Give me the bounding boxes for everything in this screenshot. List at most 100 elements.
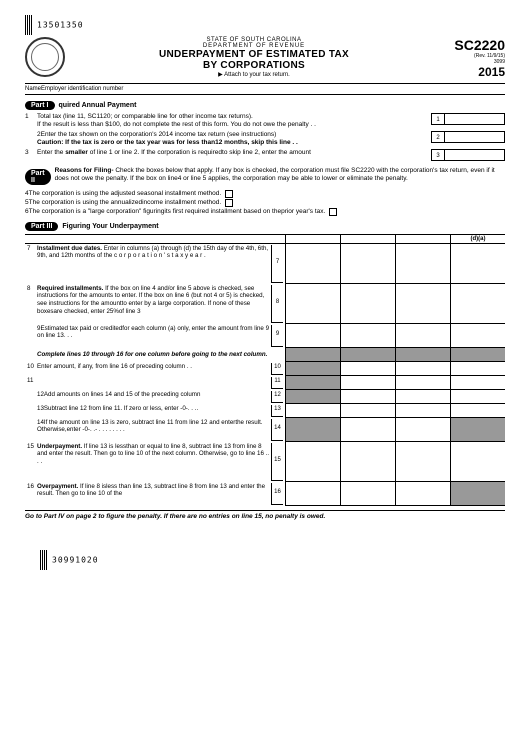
cell-10b[interactable] xyxy=(340,362,395,376)
line-3-num: 3 xyxy=(25,149,37,157)
cell-12a xyxy=(285,390,340,404)
cell-13b[interactable] xyxy=(340,404,395,418)
cell-7b[interactable] xyxy=(340,244,395,284)
cell-10a xyxy=(285,362,340,376)
row-7-box: 7 xyxy=(271,245,283,283)
part2-title: Reasons for Filing- xyxy=(55,167,114,174)
row-9-text: 9Estimated tax paid or creditedfor each … xyxy=(37,325,271,347)
line-1-field[interactable] xyxy=(445,113,505,125)
cell-8c[interactable] xyxy=(395,284,450,324)
cell-12d[interactable] xyxy=(450,390,505,404)
row-12-text: 12Add amounts on lines 14 and 15 of the … xyxy=(37,391,271,403)
row-15-num: 15 xyxy=(27,443,37,481)
cell-9b[interactable] xyxy=(340,324,395,348)
line-2-box: 2 xyxy=(431,131,445,143)
line-2-text: 2Enter the tax shown on the corporation'… xyxy=(37,131,276,138)
part1-title: quired Annual Payment xyxy=(59,102,137,109)
cell-16c[interactable] xyxy=(395,482,450,506)
attach-note: ▶ Attach to your tax return. xyxy=(73,71,435,78)
cell-15a[interactable] xyxy=(285,442,340,482)
name-ein-label: NameEmployer identification number xyxy=(25,86,123,92)
cell-11c[interactable] xyxy=(395,376,450,390)
cell-7a[interactable] xyxy=(285,244,340,284)
cell-14a xyxy=(285,418,340,442)
col-b xyxy=(340,235,395,243)
form-code: SC2220 xyxy=(435,37,505,53)
cell-7d[interactable] xyxy=(450,244,505,284)
line-1-text-a: Total tax (line 11, SC1120; or comparabl… xyxy=(37,113,253,120)
cell-12b[interactable] xyxy=(340,390,395,404)
row-14-box: 14 xyxy=(271,419,283,441)
cell-8b[interactable] xyxy=(340,284,395,324)
cell-10c[interactable] xyxy=(395,362,450,376)
cell-12c[interactable] xyxy=(395,390,450,404)
row-10-num: 10 xyxy=(27,363,37,375)
cell-15d[interactable] xyxy=(450,442,505,482)
cell-16a[interactable] xyxy=(285,482,340,506)
cell-15c[interactable] xyxy=(395,442,450,482)
row-12-box: 12 xyxy=(271,391,283,403)
checkbox-4[interactable] xyxy=(225,190,233,198)
cell-16d xyxy=(450,482,505,506)
cell-9a[interactable] xyxy=(285,324,340,348)
cell-9d[interactable] xyxy=(450,324,505,348)
col-a xyxy=(285,235,340,243)
line-5-text: 5The corporation is using the annualized… xyxy=(25,199,221,206)
row-8-num: 8 xyxy=(27,285,37,323)
checkbox-6[interactable] xyxy=(329,208,337,216)
part2-intro: Check the boxes below that apply. If any… xyxy=(55,167,495,182)
cell-13a[interactable] xyxy=(285,404,340,418)
row-15-box: 15 xyxy=(271,443,283,481)
underpayment-grid: (d)(a) 7Installment due dates. Enter in … xyxy=(25,234,505,506)
row-16-box: 16 xyxy=(271,483,283,505)
line-4-text: 4The corporation is using the adjusted s… xyxy=(25,190,221,197)
tax-year: 2015 xyxy=(435,65,505,79)
line-3-field[interactable] xyxy=(445,149,505,161)
cell-10d[interactable] xyxy=(450,362,505,376)
checkbox-5[interactable] xyxy=(225,199,233,207)
row-13-box: 13 xyxy=(271,405,283,417)
row-11-num: 11 xyxy=(27,377,37,389)
line-2-field[interactable] xyxy=(445,131,505,143)
cell-14b[interactable] xyxy=(340,418,395,442)
cell-8d[interactable] xyxy=(450,284,505,324)
cell-15b[interactable] xyxy=(340,442,395,482)
row-10-text: Enter amount, if any, from line 16 of pr… xyxy=(37,363,271,375)
line-6-text: 6The corporation is a "large corporation… xyxy=(25,208,325,215)
row-7-title: Installment due dates. xyxy=(37,245,102,252)
form-title-2: BY CORPORATIONS xyxy=(73,60,435,71)
row-8-title: Required installments. xyxy=(37,285,103,292)
line-3-box: 3 xyxy=(431,149,445,161)
complete-note: Complete lines 10 through 16 for one col… xyxy=(37,349,283,361)
state-seal-icon xyxy=(25,37,65,77)
cell-11b[interactable] xyxy=(340,376,395,390)
cell-16b[interactable] xyxy=(340,482,395,506)
cell-13c[interactable] xyxy=(395,404,450,418)
row-14-text: 14If the amount on line 13 is zero, subt… xyxy=(37,419,271,441)
part3-badge: Part III xyxy=(25,222,58,231)
footer-note: Go to Part IV on page 2 to figure the pe… xyxy=(25,510,505,520)
cell-11d[interactable] xyxy=(450,376,505,390)
line-3-text: Enter the smaller of line 1 or line 2. I… xyxy=(37,149,429,157)
cell-7c[interactable] xyxy=(395,244,450,284)
cell-note-a xyxy=(285,348,340,362)
cell-14d xyxy=(450,418,505,442)
col-d: (d)(a) xyxy=(450,235,505,243)
row-7-num: 7 xyxy=(27,245,37,283)
line-2-caution: Caution: If the tax is zero or the tax y… xyxy=(37,139,298,146)
row-10-box: 10 xyxy=(271,363,283,375)
cell-13d[interactable] xyxy=(450,404,505,418)
barcode-top xyxy=(25,15,33,35)
row-8-box: 8 xyxy=(271,285,283,323)
cell-11a xyxy=(285,376,340,390)
form-title-1: UNDERPAYMENT OF ESTIMATED TAX xyxy=(73,49,435,60)
row-15-title: Underpayment. xyxy=(37,443,82,450)
cell-14c[interactable] xyxy=(395,418,450,442)
row-11-box: 11 xyxy=(271,377,283,389)
row-16-num: 16 xyxy=(27,483,37,505)
cell-8a[interactable] xyxy=(285,284,340,324)
part1-badge: Part I xyxy=(25,101,55,110)
row-13-text: 13Subtract line 12 from line 11. If zero… xyxy=(37,405,271,417)
cell-9c[interactable] xyxy=(395,324,450,348)
row-9-box: 9 xyxy=(271,325,283,347)
